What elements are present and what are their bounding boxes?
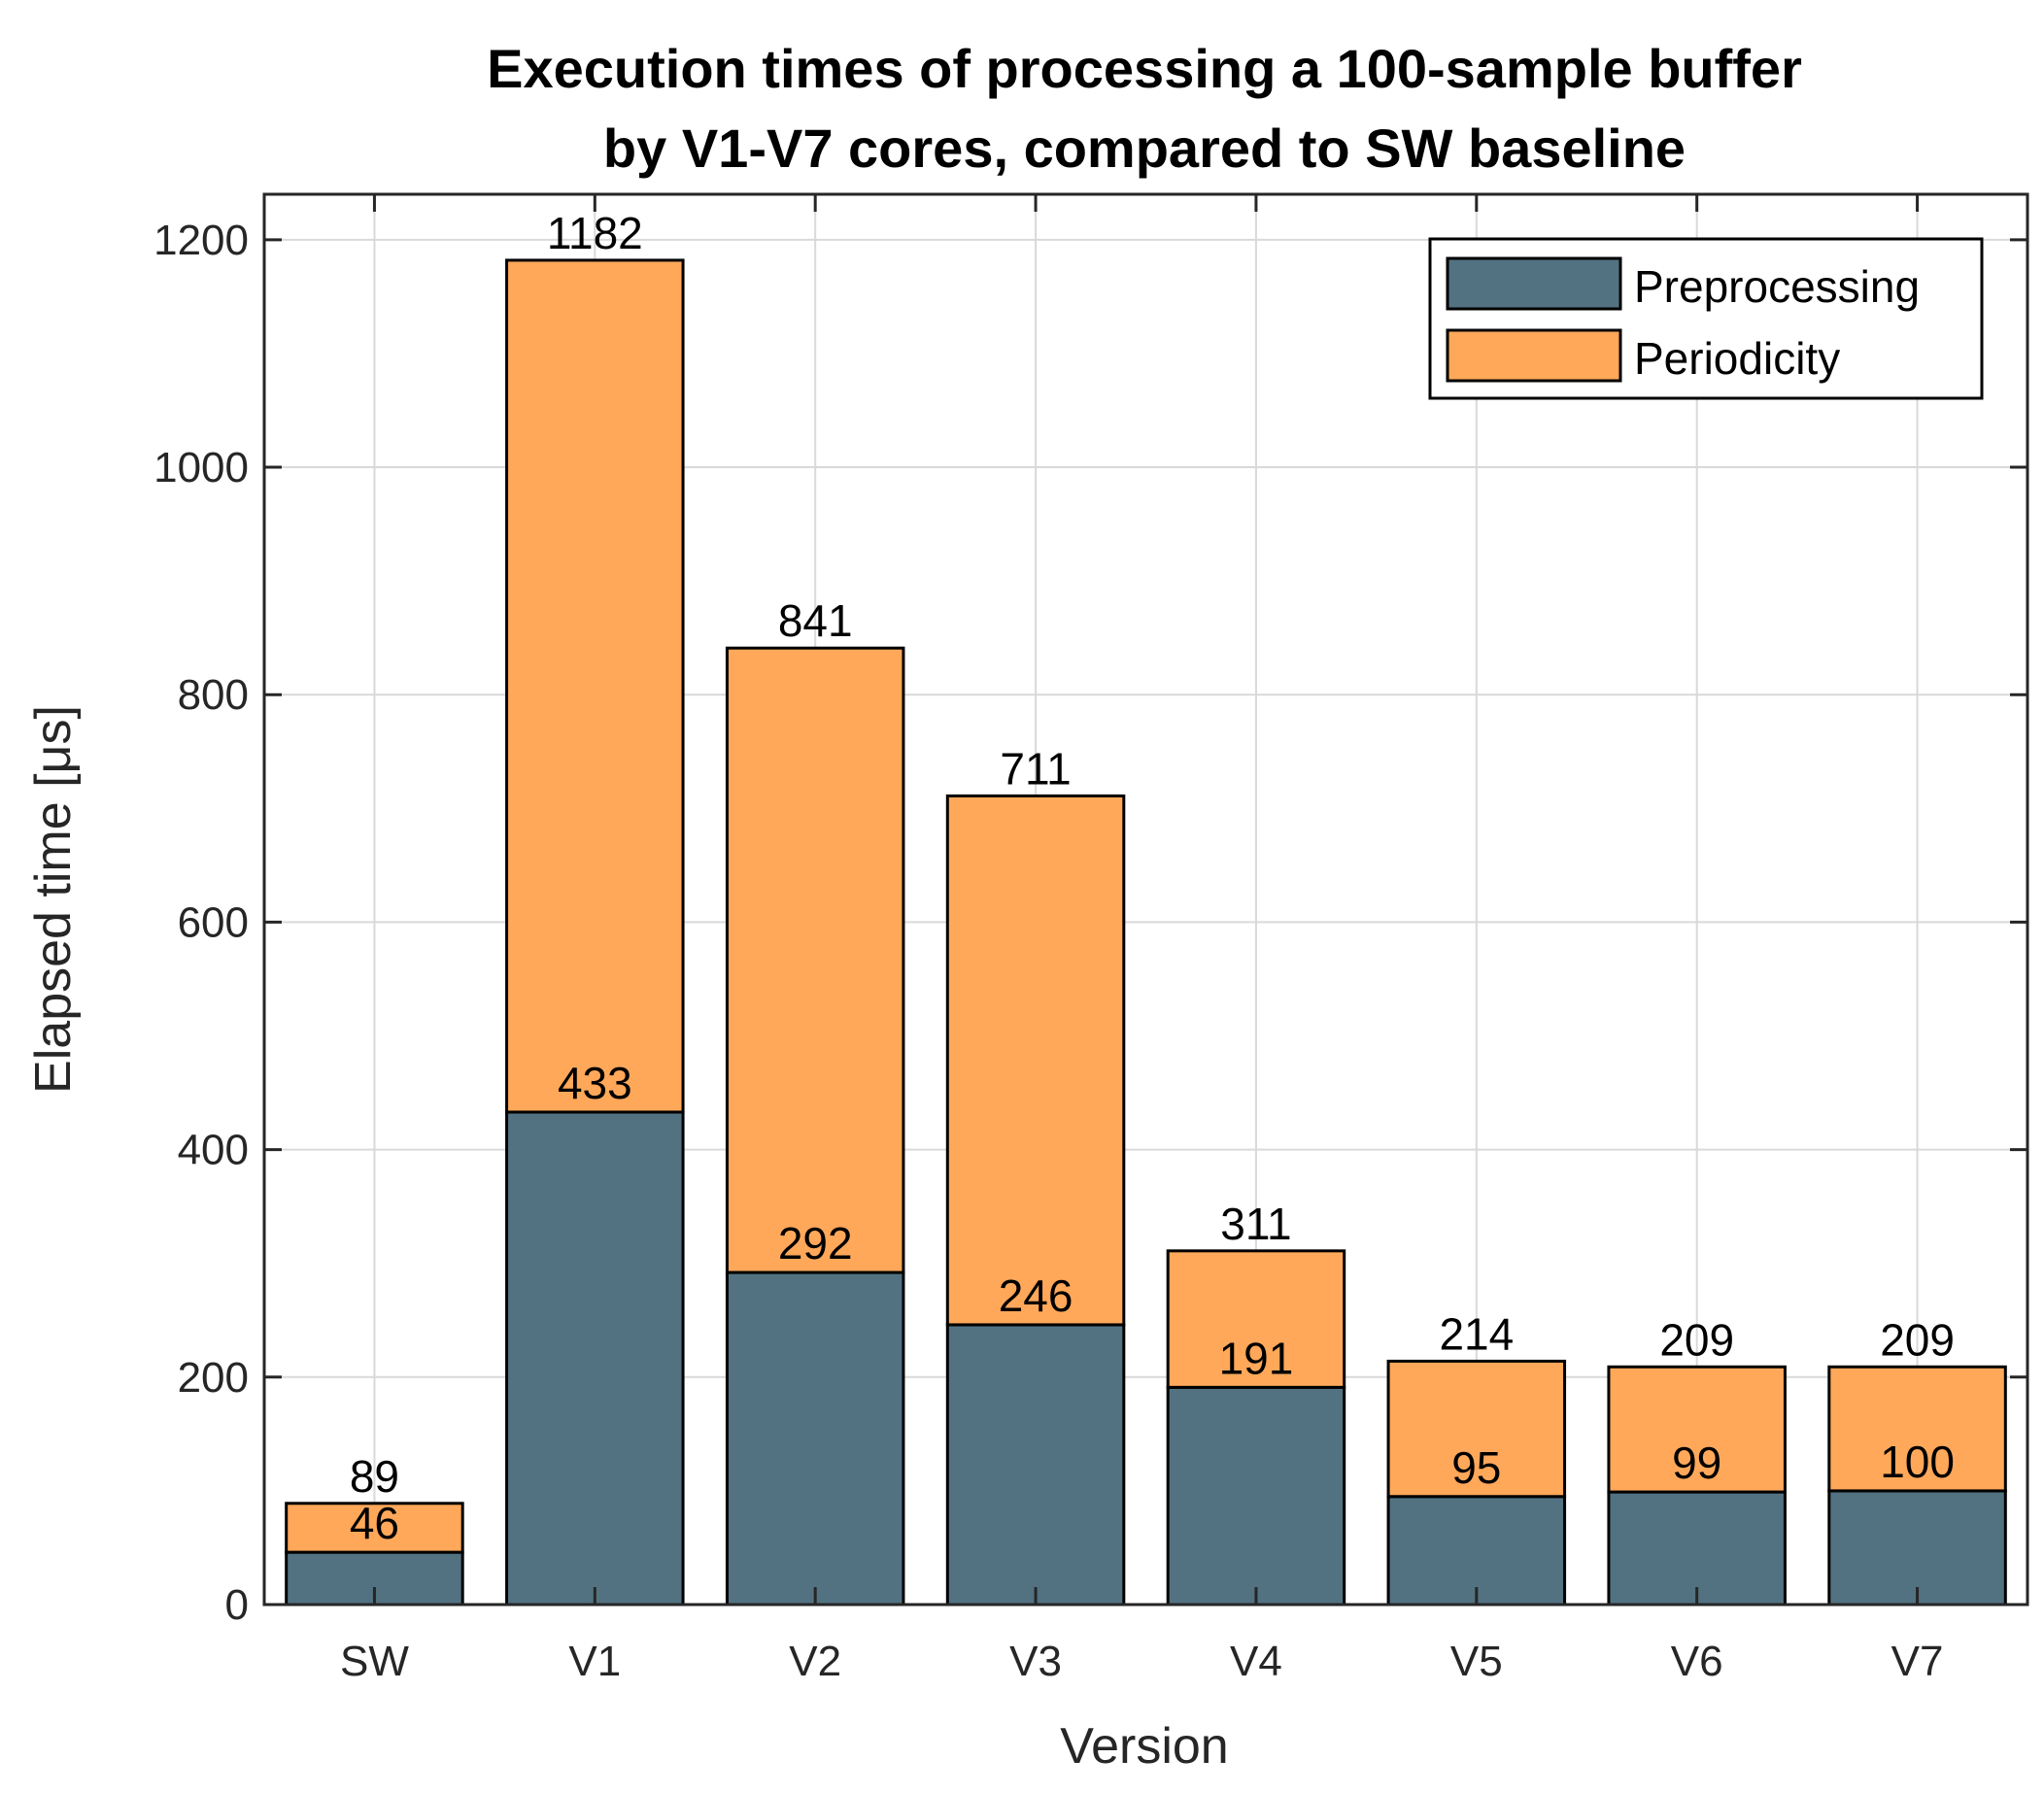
bar-periodicity-v3 [945,794,1126,1327]
bars [285,258,2007,1607]
y-tick-label: 400 [178,1127,249,1174]
y-tick-label: 800 [178,671,249,719]
y-tick-label: 600 [178,898,249,946]
data-label-total-v6: 209 [1659,1314,1734,1365]
data-label-preprocessing-v2: 292 [778,1218,853,1269]
bar-periodicity-v7 [1827,1365,2007,1493]
data-label-total-v1: 1182 [547,208,643,258]
x-tick-label-v4: V4 [1230,1638,1282,1685]
legend-label-periodicity: Periodicity [1634,333,1840,384]
x-tick-label-v2: V2 [789,1638,841,1685]
y-tick-label: 1200 [153,217,249,264]
x-axis-label: Version [1060,1718,1228,1775]
bar-preprocessing-v2 [725,1270,905,1607]
bar-preprocessing-v1 [505,1110,685,1607]
data-label-total-v3: 711 [1000,743,1071,794]
legend-label-preprocessing: Preprocessing [1634,261,1920,312]
chart-title-line-1: Execution times of processing a 100-samp… [487,38,1802,99]
data-label-preprocessing-v1: 433 [558,1058,632,1108]
chart-title-line-2: by V1-V7 cores, compared to SW baseline [603,118,1686,179]
data-label-preprocessing-v7: 100 [1880,1437,1955,1487]
bar-preprocessing-v7 [1827,1489,2007,1607]
bar-periodicity-v5 [1386,1359,1567,1499]
y-tick-label: 1000 [153,444,249,491]
y-tick-label: 0 [225,1581,249,1629]
data-label-preprocessing-v4: 191 [1219,1333,1294,1383]
plot-area-border [262,192,2029,1607]
bar-preprocessing-v4 [1166,1385,1346,1607]
bar-periodicity-v4 [1166,1249,1346,1389]
data-label-preprocessing-v3: 246 [999,1270,1073,1321]
bar-preprocessing-v3 [945,1323,1126,1607]
data-label-preprocessing-v5: 95 [1451,1442,1501,1493]
data-label-preprocessing-sw: 46 [350,1498,399,1548]
legend: Preprocessing Periodicity [1428,237,1984,400]
data-label-total-v4: 311 [1220,1199,1291,1249]
bar-periodicity-v1 [505,258,685,1114]
y-axis-label: Elapsed time [μs] [25,705,82,1094]
x-tick-label-v6: V6 [1671,1638,1723,1685]
bar-preprocessing-v5 [1386,1495,1567,1607]
axis-ticks: 0 200 400 600 800 1000 1200 SW V1 V2 V3 V4 V5 V6 V7 [153,194,2027,1685]
x-tick-label-v7: V7 [1891,1638,1944,1685]
data-label-total-sw: 89 [350,1451,399,1502]
data-label-total-v7: 209 [1880,1314,1955,1365]
bar-periodicity-v6 [1607,1365,1787,1494]
data-label-total-v2: 841 [778,595,853,646]
x-tick-label-sw: SW [340,1638,409,1685]
data-label-total-v5: 214 [1439,1308,1514,1359]
legend-swatch-periodicity [1446,328,1622,383]
bar-periodicity-v2 [725,646,905,1274]
y-tick-label: 200 [178,1354,249,1402]
data-label-preprocessing-v6: 99 [1672,1438,1721,1488]
x-tick-label-v3: V3 [1009,1638,1062,1685]
bar-periodicity-sw [285,1502,464,1554]
x-tick-label-v5: V5 [1450,1638,1503,1685]
x-tick-label-v1: V1 [568,1638,621,1685]
legend-swatch-preprocessing [1446,256,1622,311]
